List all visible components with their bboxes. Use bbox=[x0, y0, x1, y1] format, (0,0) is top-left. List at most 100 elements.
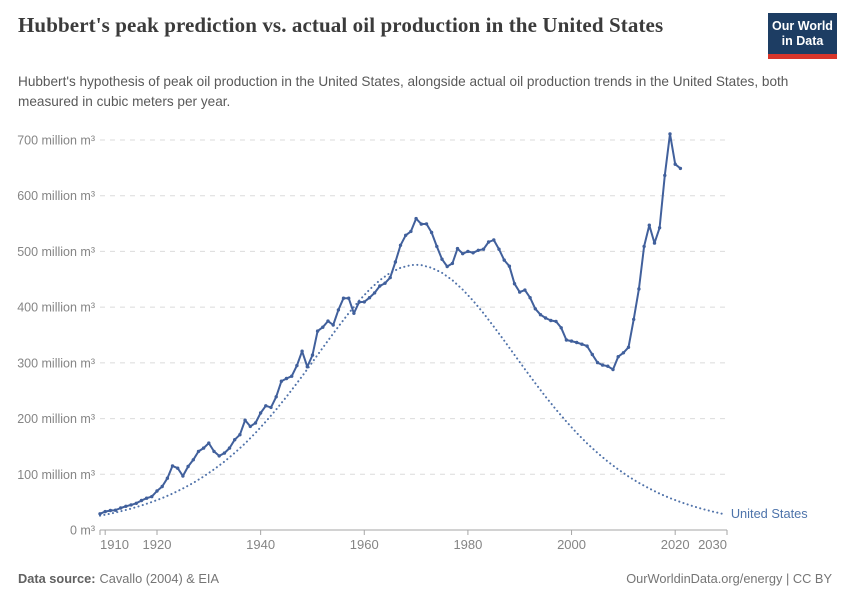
data-point-marker bbox=[207, 441, 211, 445]
data-point-marker bbox=[113, 508, 118, 512]
data-point-marker bbox=[119, 506, 123, 510]
data-point-marker bbox=[170, 464, 175, 468]
owid-logo-line2: in Data bbox=[781, 33, 824, 48]
data-point-marker bbox=[668, 132, 672, 136]
data-point-marker bbox=[243, 418, 247, 422]
data-point-marker bbox=[129, 503, 133, 507]
data-point-marker bbox=[492, 238, 496, 242]
data-point-marker bbox=[663, 173, 667, 178]
data-point-marker bbox=[642, 244, 646, 249]
data-point-marker bbox=[616, 355, 620, 359]
data-point-marker bbox=[435, 244, 439, 249]
data-point-marker bbox=[352, 311, 356, 315]
data-source: Data source: Cavallo (2004) & EIA bbox=[18, 571, 219, 586]
data-point-marker bbox=[217, 454, 221, 458]
data-source-value: Cavallo (2004) & EIA bbox=[99, 571, 220, 586]
data-point-marker bbox=[445, 264, 449, 269]
y-axis-label: 400 million m³ bbox=[17, 301, 95, 315]
data-point-marker bbox=[357, 300, 361, 304]
data-point-marker bbox=[124, 504, 128, 508]
data-point-marker bbox=[585, 344, 589, 348]
data-point-marker bbox=[533, 307, 537, 311]
owid-logo[interactable]: Our World in Data bbox=[768, 13, 837, 59]
data-point-marker bbox=[181, 474, 185, 478]
actual-production-line bbox=[99, 132, 682, 515]
data-point-marker bbox=[419, 222, 423, 226]
data-point-marker bbox=[139, 498, 144, 503]
data-point-marker bbox=[347, 296, 351, 300]
data-point-marker bbox=[279, 379, 284, 383]
data-point-marker bbox=[450, 261, 455, 266]
data-point-marker bbox=[507, 264, 512, 268]
hubbert-prediction-curve bbox=[99, 263, 723, 517]
data-point-marker bbox=[424, 222, 429, 226]
data-point-marker bbox=[606, 364, 610, 368]
data-point-marker bbox=[466, 249, 470, 254]
data-point-marker bbox=[476, 248, 480, 252]
data-point-marker bbox=[176, 466, 180, 470]
data-point-marker bbox=[455, 246, 460, 251]
data-point-marker bbox=[471, 251, 475, 255]
data-point-marker bbox=[222, 451, 227, 455]
data-point-marker bbox=[657, 226, 662, 230]
data-point-marker bbox=[414, 216, 418, 221]
data-point-marker bbox=[393, 260, 398, 264]
data-point-marker bbox=[523, 288, 527, 292]
y-axis-label: 600 million m³ bbox=[17, 189, 95, 203]
data-point-marker bbox=[248, 424, 252, 429]
data-point-marker bbox=[595, 360, 600, 365]
chart-subtitle: Hubbert's hypothesis of peak oil product… bbox=[18, 74, 789, 109]
data-point-marker bbox=[315, 329, 320, 333]
data-point-marker bbox=[362, 300, 366, 304]
x-axis-label: 1980 bbox=[453, 537, 482, 552]
x-axis-label: 2000 bbox=[557, 537, 586, 552]
data-point-marker bbox=[528, 296, 532, 300]
data-point-marker bbox=[103, 509, 107, 514]
data-point-marker bbox=[543, 316, 548, 320]
data-point-marker bbox=[310, 353, 315, 357]
data-point-marker bbox=[569, 339, 574, 343]
credit-link[interactable]: OurWorldinData.org/energy | CC BY bbox=[626, 571, 832, 586]
data-source-label: Data source: bbox=[18, 571, 96, 586]
data-point-marker bbox=[481, 247, 486, 251]
data-point-marker bbox=[165, 476, 170, 480]
y-axis-label: 100 million m³ bbox=[17, 468, 95, 482]
data-point-marker bbox=[284, 376, 289, 381]
data-point-marker bbox=[212, 449, 216, 454]
data-point-marker bbox=[186, 464, 190, 469]
data-point-marker bbox=[300, 349, 304, 353]
x-axis-label: 1910 bbox=[100, 537, 129, 552]
y-axis-label: 0 m³ bbox=[70, 524, 95, 538]
x-axis-label: 2030 bbox=[698, 537, 727, 552]
data-point-marker bbox=[652, 241, 657, 245]
data-point-marker bbox=[258, 411, 263, 415]
x-axis-label: 2020 bbox=[661, 537, 690, 552]
data-point-marker bbox=[461, 252, 465, 256]
data-point-marker bbox=[600, 363, 605, 367]
data-point-marker bbox=[144, 496, 149, 500]
data-point-marker bbox=[497, 247, 501, 251]
y-axis-label: 500 million m³ bbox=[17, 245, 95, 259]
data-point-marker bbox=[378, 284, 382, 288]
data-point-marker bbox=[191, 458, 195, 462]
data-point-marker bbox=[201, 446, 206, 450]
data-point-marker bbox=[404, 233, 408, 237]
x-axis-label: 1960 bbox=[350, 537, 379, 552]
data-point-marker bbox=[621, 351, 626, 355]
data-point-marker bbox=[398, 243, 403, 247]
data-point-marker bbox=[512, 282, 517, 286]
data-point-marker bbox=[253, 421, 258, 425]
data-point-marker bbox=[611, 367, 615, 372]
data-point-marker bbox=[580, 342, 584, 346]
data-point-marker bbox=[538, 313, 543, 317]
data-point-marker bbox=[590, 352, 594, 357]
data-point-marker bbox=[372, 291, 377, 295]
data-point-marker bbox=[196, 449, 201, 454]
data-point-marker bbox=[336, 308, 341, 312]
data-point-marker bbox=[502, 258, 506, 262]
data-point-marker bbox=[295, 363, 299, 368]
data-point-marker bbox=[98, 512, 102, 516]
data-point-marker bbox=[150, 494, 154, 499]
